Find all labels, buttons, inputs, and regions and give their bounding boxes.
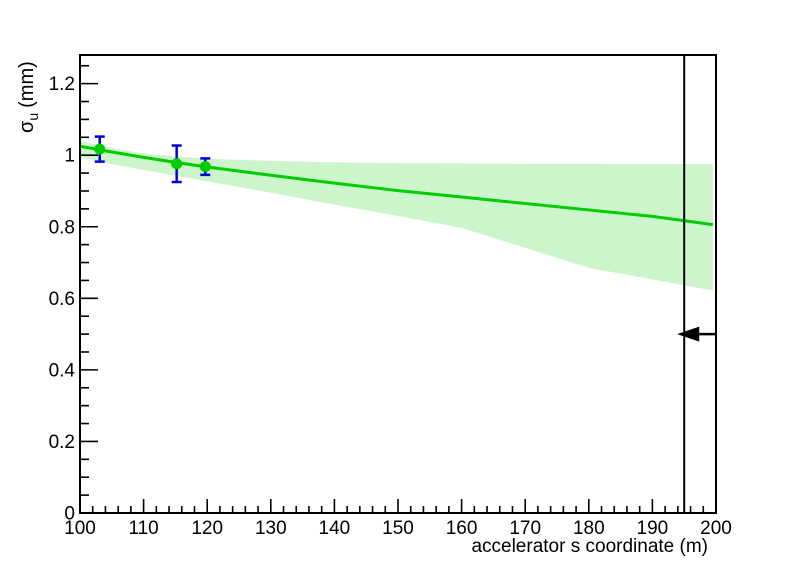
plot-frame [79,54,717,514]
data-point-marker-2 [171,158,183,170]
x-tick-label: 150 [382,518,414,539]
x-tick-label: 190 [637,518,669,539]
data-point-marker-1 [94,143,106,155]
left-arrowhead-icon [677,326,700,342]
target-pointer-arrow [677,326,716,342]
y-tick-label: 0.4 [49,360,76,381]
annotations-layer [677,55,716,513]
y-tick-label: 1.2 [49,74,75,95]
tick-labels-layer: 100 110 120 130 140 150 160 170 180 190 200 0 0.2 0.4… [49,74,732,539]
x-tick-label: 100 [64,518,96,539]
sigma-subscript-u: u [25,113,41,121]
x-tick-label: 200 [700,518,732,539]
x-tick-label: 140 [319,518,351,539]
fit-uncertainty-band-layer [80,140,713,291]
data-point-marker-3 [199,161,211,173]
y-axis-units: (mm) [16,61,38,108]
x-tick-label: 110 [128,518,158,539]
x-tick-label: 120 [191,518,223,539]
sigma-symbol: σ [16,120,38,133]
axes-frame-layer [79,54,717,514]
y-tick-label: 0.8 [49,217,75,238]
x-tick-label: 170 [509,518,541,539]
x-tick-label: 180 [573,518,605,539]
x-axis-title: accelerator s coordinate (m) [471,536,708,557]
y-tick-label: 1 [64,146,75,167]
y-axis-title: σu (mm) [16,61,41,133]
y-tick-label: 0 [64,504,75,525]
fit-line-layer [79,144,714,227]
x-tick-label: 130 [255,518,287,539]
y-tick-label: 0.2 [49,432,75,453]
y-tick-label: 0.6 [49,289,75,310]
fit-uncertainty-band [80,140,713,291]
ticks-layer [79,64,717,514]
fit-line [79,144,714,227]
data-points-layer [94,135,211,184]
x-tick-label: 160 [446,518,478,539]
